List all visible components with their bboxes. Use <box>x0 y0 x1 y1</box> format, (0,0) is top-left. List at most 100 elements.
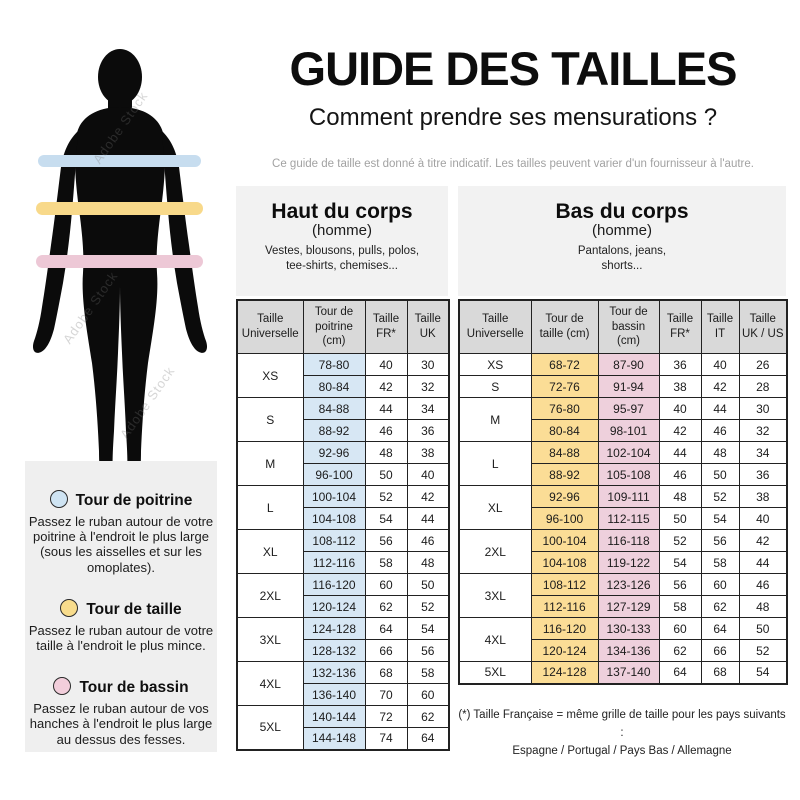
value-cell: 136-140 <box>302 683 366 706</box>
table-header: Taille Universelle Tour de taille (cm) Tou… <box>458 299 788 354</box>
column-header: Tour de poitrine (cm) <box>302 299 366 354</box>
value-cell: 123-126 <box>597 573 660 596</box>
size-label-cell: 4XL <box>236 661 304 706</box>
value-cell: 62 <box>406 705 450 728</box>
value-cell: 52 <box>738 639 788 662</box>
value-cell: 50 <box>406 573 450 596</box>
value-cell: 46 <box>700 419 740 442</box>
value-cell: 64 <box>406 727 450 750</box>
value-cell: 54 <box>406 617 450 640</box>
value-cell: 50 <box>364 463 408 486</box>
value-cell: 84-88 <box>530 441 599 464</box>
value-cell: 74 <box>364 727 408 750</box>
legend-description: Passez le ruban autour de votre taille à… <box>28 622 214 654</box>
value-cell: 95-97 <box>597 397 660 420</box>
size-label-cell: M <box>236 441 304 486</box>
value-cell: 88-92 <box>302 419 366 442</box>
value-cell: 42 <box>738 529 788 552</box>
table-row: 4XL 132-136 68 58 <box>236 661 450 706</box>
value-cell: 26 <box>738 353 788 376</box>
value-cell: 38 <box>406 441 450 464</box>
section-subtitle: (homme) <box>591 222 652 239</box>
value-cell: 64 <box>364 617 408 640</box>
table-row: 80-84 42 32 <box>237 375 450 398</box>
value-cell: 134-136 <box>597 639 660 662</box>
table-row: S 84-88 44 34 <box>236 397 450 442</box>
value-cell: 42 <box>364 375 408 398</box>
size-label-cell: XS <box>236 353 304 398</box>
value-cell: 62 <box>700 595 740 618</box>
size-label-cell: 4XL <box>458 617 532 662</box>
value-cell: 102-104 <box>597 441 660 464</box>
value-cell: 50 <box>658 507 702 530</box>
value-cell: 140-144 <box>302 705 366 728</box>
column-header: Taille IT <box>700 299 740 354</box>
value-cell: 128-132 <box>302 639 366 662</box>
size-label-cell: M <box>458 397 532 442</box>
value-cell: 60 <box>406 683 450 706</box>
value-cell: 80-84 <box>302 375 366 398</box>
table-row: L 100-104 52 42 <box>236 485 450 530</box>
column-header: Tour de bassin (cm) <box>597 299 660 354</box>
value-cell: 144-148 <box>302 727 366 750</box>
value-cell: 58 <box>658 595 702 618</box>
size-label-cell: S <box>458 375 532 398</box>
value-cell: 56 <box>700 529 740 552</box>
value-cell: 120-124 <box>302 595 366 618</box>
value-cell: 58 <box>406 661 450 684</box>
chest-color-dot-icon <box>49 490 68 508</box>
size-label-cell: 2XL <box>458 529 532 574</box>
value-cell: 52 <box>700 485 740 508</box>
value-cell: 87-90 <box>597 353 660 376</box>
value-cell: 78-80 <box>302 353 366 376</box>
value-cell: 116-120 <box>530 617 599 640</box>
value-cell: 64 <box>658 661 702 684</box>
value-cell: 72-76 <box>530 375 599 398</box>
table-row: 96-100 50 40 <box>237 463 450 486</box>
column-header: Taille UK <box>406 299 450 354</box>
value-cell: 38 <box>658 375 702 398</box>
table-row: M 92-96 48 38 <box>236 441 450 486</box>
table-row: 104-108 54 44 <box>237 507 450 530</box>
value-cell: 66 <box>700 639 740 662</box>
value-cell: 64 <box>700 617 740 640</box>
footnote-line-2: Espagne / Portugal / Pays Bas / Allemagn… <box>512 744 732 757</box>
value-cell: 54 <box>700 507 740 530</box>
table-row: 80-84 98-101 42 46 32 <box>459 419 788 442</box>
column-header: Taille Universelle <box>236 299 304 354</box>
value-cell: 28 <box>738 375 788 398</box>
table-row: 112-116 58 48 <box>237 551 450 574</box>
table-row: 88-92 46 36 <box>237 419 450 442</box>
value-cell: 116-118 <box>597 529 660 552</box>
value-cell: 119-122 <box>597 551 660 574</box>
column-header: Taille FR* <box>658 299 702 354</box>
legend-title: Tour de bassin <box>79 679 189 697</box>
table-row: 128-132 66 56 <box>237 639 450 662</box>
value-cell: 30 <box>406 353 450 376</box>
upper-body-section-header: Haut du corps (homme) Vestes, blousons, … <box>236 186 448 296</box>
table-row: 3XL 124-128 64 54 <box>236 617 450 662</box>
section-subtitle: (homme) <box>311 222 372 239</box>
value-cell: 100-104 <box>302 485 366 508</box>
value-cell: 98-101 <box>597 419 660 442</box>
column-header: Taille Universelle <box>458 299 532 354</box>
table-header: Taille Universelle Tour de poitrine (cm) T… <box>236 299 450 354</box>
value-cell: 68 <box>364 661 408 684</box>
value-cell: 109-111 <box>597 485 660 508</box>
table-row: 136-140 70 60 <box>237 683 450 706</box>
value-cell: 48 <box>364 441 408 464</box>
table-row: XL 108-112 56 46 <box>236 529 450 574</box>
column-header: Taille FR* <box>364 299 408 354</box>
table-row: 120-124 134-136 62 66 52 <box>459 639 788 662</box>
chest-measure-band <box>38 155 201 167</box>
table-row: 104-108 119-122 54 58 44 <box>459 551 788 574</box>
value-cell: 50 <box>738 617 788 640</box>
value-cell: 50 <box>700 463 740 486</box>
disclaimer-note: Ce guide de taille est donné à titre ind… <box>272 158 754 170</box>
lower-body-size-table: Taille Universelle Tour de taille (cm) Tou… <box>458 299 788 685</box>
value-cell: 62 <box>658 639 702 662</box>
value-cell: 44 <box>658 441 702 464</box>
value-cell: 96-100 <box>530 507 599 530</box>
value-cell: 66 <box>364 639 408 662</box>
value-cell: 52 <box>364 485 408 508</box>
